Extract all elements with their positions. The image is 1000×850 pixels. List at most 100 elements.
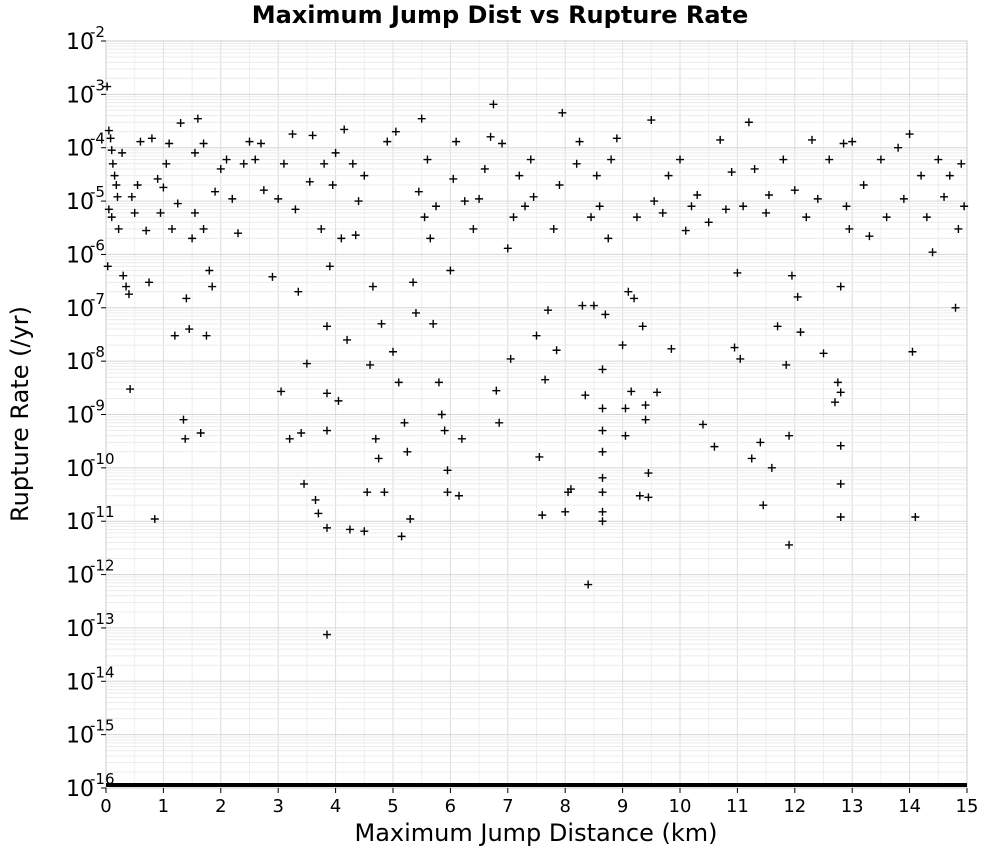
svg-text:-9: -9 — [90, 397, 105, 415]
data-point — [156, 208, 165, 217]
data-point — [647, 116, 656, 125]
data-point — [492, 386, 501, 395]
data-point — [103, 262, 112, 271]
data-point — [506, 354, 515, 363]
data-point — [302, 359, 311, 368]
data-point — [621, 404, 630, 413]
data-point — [793, 292, 802, 301]
data-point — [598, 404, 607, 413]
data-point — [555, 181, 564, 190]
data-point — [773, 322, 782, 331]
data-point — [495, 418, 504, 427]
data-point — [808, 135, 817, 144]
data-point — [951, 303, 960, 312]
data-point — [572, 159, 581, 168]
data-point — [813, 194, 822, 203]
svg-text:-4: -4 — [90, 130, 105, 148]
data-point — [165, 139, 174, 148]
y-tick-label: 10-16 — [66, 770, 115, 802]
x-axis-ticks: 0 1 2 3 4 5 6 7 8 9 10 11 12 13 14 15 — [100, 788, 978, 817]
data-point — [320, 159, 329, 168]
data-point — [162, 159, 171, 168]
data-point — [391, 127, 400, 136]
data-point — [515, 171, 524, 180]
data-point — [377, 319, 386, 328]
zero-rate-band — [106, 783, 967, 787]
data-point — [940, 192, 949, 201]
data-point — [133, 181, 142, 190]
data-point — [575, 137, 584, 146]
data-point — [819, 349, 828, 358]
y-tick-label: 10-12 — [66, 557, 115, 589]
data-point — [911, 512, 920, 521]
data-point — [876, 155, 885, 164]
x-tick-label: 12 — [783, 796, 806, 817]
svg-text:-13: -13 — [90, 610, 115, 628]
data-point — [328, 181, 337, 190]
data-point — [389, 347, 397, 356]
data-point — [147, 134, 156, 143]
data-point — [552, 346, 561, 355]
data-point — [170, 331, 179, 340]
data-point — [595, 202, 604, 211]
data-point — [205, 266, 214, 275]
data-point — [687, 202, 696, 211]
data-point — [363, 488, 372, 497]
data-point — [848, 137, 857, 146]
y-tick-label: 10-8 — [66, 343, 105, 375]
data-point — [601, 310, 610, 319]
data-point — [785, 431, 794, 440]
data-point — [411, 308, 420, 317]
svg-text:10: 10 — [66, 777, 94, 802]
data-point — [842, 202, 851, 211]
data-point — [584, 580, 593, 589]
data-point — [325, 262, 334, 271]
data-point — [211, 187, 220, 196]
data-point — [104, 126, 113, 135]
data-point — [108, 159, 117, 168]
data-point — [833, 378, 842, 387]
data-point — [368, 282, 377, 291]
data-point — [308, 131, 317, 140]
data-point — [917, 171, 926, 180]
x-tick-label: 8 — [559, 796, 570, 817]
data-point — [153, 174, 162, 183]
data-point — [196, 429, 205, 438]
svg-text:10: 10 — [66, 564, 94, 589]
data-point — [374, 454, 383, 463]
data-point — [311, 495, 320, 504]
data-point — [785, 540, 794, 549]
data-point — [529, 192, 538, 201]
data-point — [126, 385, 135, 394]
svg-text:10: 10 — [66, 404, 94, 429]
y-tick-label: 10-6 — [66, 236, 105, 268]
data-point — [127, 192, 136, 201]
svg-text:10: 10 — [66, 617, 94, 642]
data-point — [598, 426, 607, 435]
y-tick-label: 10-3 — [66, 76, 105, 108]
svg-text:-7: -7 — [90, 290, 105, 308]
data-point — [279, 159, 288, 168]
svg-text:10: 10 — [66, 83, 94, 108]
data-point — [351, 231, 360, 240]
data-point — [632, 213, 641, 222]
data-point — [509, 213, 518, 222]
data-point — [934, 155, 943, 164]
data-point — [437, 410, 446, 419]
data-point — [541, 375, 550, 384]
data-point — [228, 194, 237, 203]
svg-text:-15: -15 — [90, 717, 115, 735]
data-point — [406, 515, 415, 524]
data-point — [322, 389, 331, 398]
grid-lines — [105, 41, 968, 789]
data-point — [592, 171, 601, 180]
data-point — [607, 155, 616, 164]
data-point — [112, 181, 121, 190]
y-tick-label: 10-15 — [66, 717, 115, 749]
data-point — [475, 194, 484, 203]
data-point — [859, 181, 868, 190]
y-tick-label: 10-11 — [66, 503, 115, 535]
data-point — [630, 294, 639, 303]
data-point — [443, 466, 452, 475]
data-point — [739, 202, 748, 211]
